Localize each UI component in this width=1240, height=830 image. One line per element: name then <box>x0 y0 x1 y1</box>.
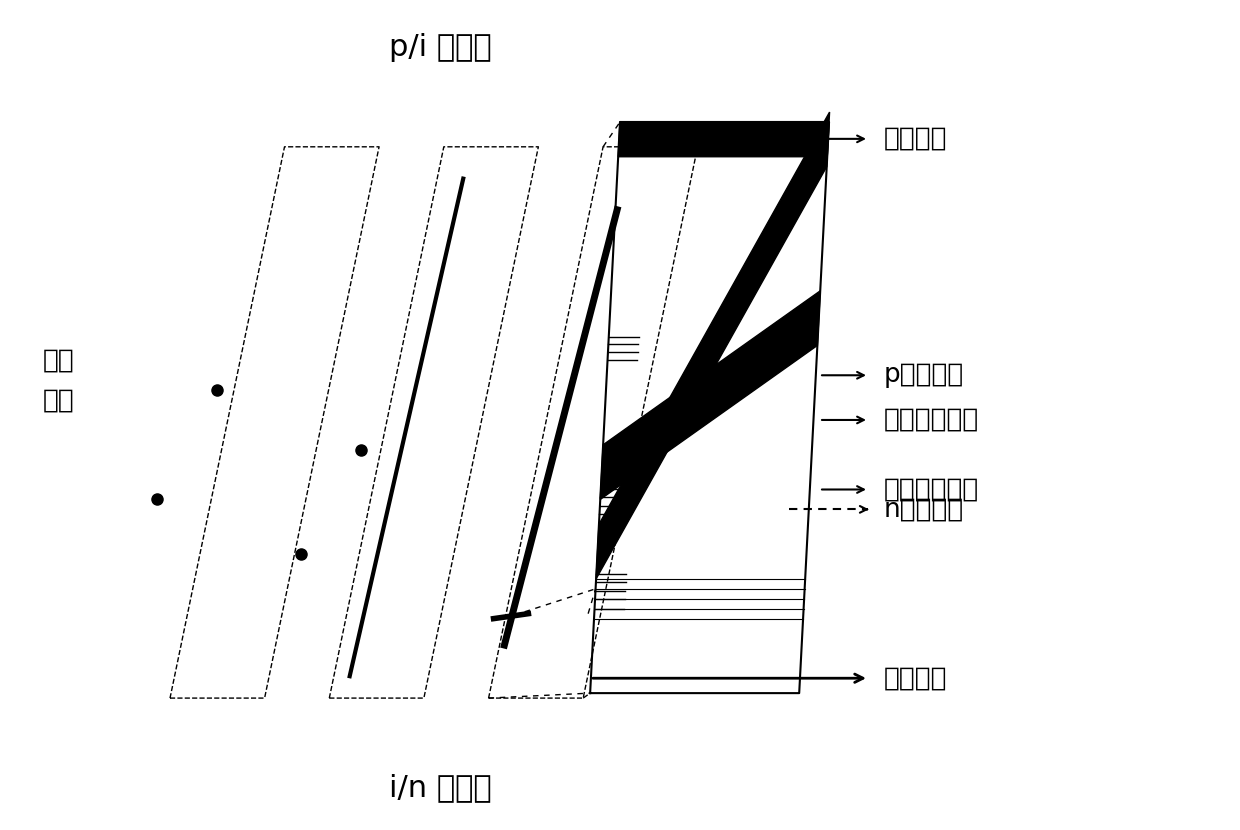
Polygon shape <box>600 290 820 500</box>
Text: 金属栊线: 金属栊线 <box>884 665 947 691</box>
Text: 本征层非晶硅: 本征层非晶硅 <box>884 476 980 502</box>
Text: n型非晶硅: n型非晶硅 <box>884 496 963 522</box>
Text: p型非晶硅: p型非晶硅 <box>884 362 963 388</box>
Polygon shape <box>596 112 830 579</box>
Text: p/i 非晶硅: p/i 非晶硅 <box>389 33 492 62</box>
Text: 透明: 透明 <box>42 348 74 374</box>
Text: 金属栊线: 金属栊线 <box>884 126 947 152</box>
Polygon shape <box>590 122 830 693</box>
Text: 电极: 电极 <box>42 387 74 413</box>
Text: 本征层非晶硅: 本征层非晶硅 <box>884 407 980 433</box>
Polygon shape <box>619 122 830 157</box>
Text: i/n 非晶硅: i/n 非晶硅 <box>389 773 492 802</box>
